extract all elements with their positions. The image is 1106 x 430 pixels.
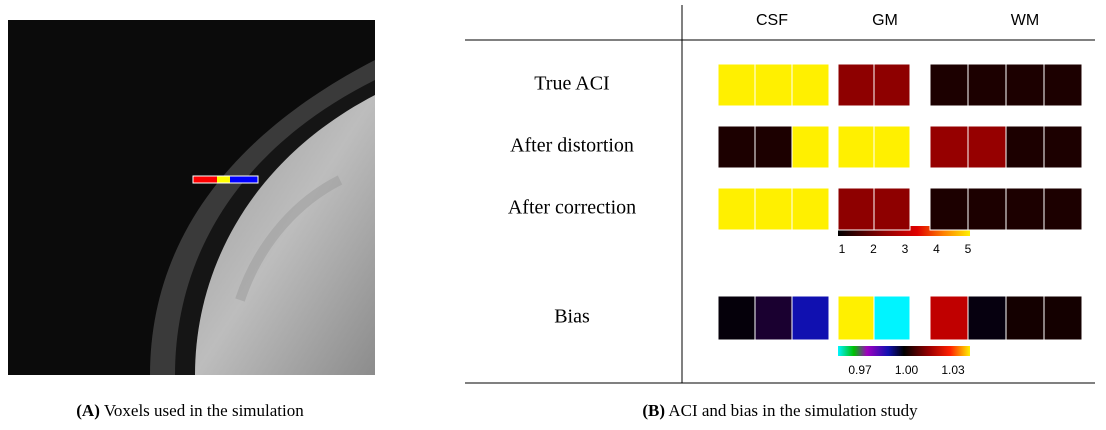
aci-colorbar <box>838 226 970 236</box>
caption-text: Voxels used in the simulation <box>104 401 304 420</box>
colorbar-tick: 1 <box>839 242 846 256</box>
cell <box>967 187 1007 231</box>
row-label: Bias <box>554 306 590 328</box>
cell <box>873 295 911 341</box>
cell <box>929 187 969 231</box>
row-label: After correction <box>508 197 636 219</box>
colorbar-tick: 1.03 <box>941 363 965 377</box>
cell <box>837 63 875 107</box>
column-header: CSF <box>756 12 788 29</box>
colorbar-tick: 3 <box>902 242 909 256</box>
cell <box>837 187 875 231</box>
cell <box>717 63 756 107</box>
cell <box>873 63 911 107</box>
cell <box>717 125 756 169</box>
cell <box>717 187 756 231</box>
caption-text: ACI and bias in the simulation study <box>668 401 918 420</box>
cell <box>1005 295 1045 341</box>
cell <box>791 63 830 107</box>
bias-colorbar <box>838 346 970 356</box>
cell <box>929 63 969 107</box>
cell <box>754 63 793 107</box>
row-label: After distortion <box>510 135 634 157</box>
cell <box>791 295 830 341</box>
colorbar-tick: 5 <box>965 242 972 256</box>
cell <box>837 125 875 169</box>
cell <box>754 295 793 341</box>
cell <box>967 63 1007 107</box>
cell <box>754 187 793 231</box>
cell <box>873 125 911 169</box>
colorbar-tick: 1.00 <box>895 363 919 377</box>
cell <box>754 125 793 169</box>
colorbar-tick: 4 <box>933 242 940 256</box>
row-label: True ACI <box>534 73 609 95</box>
cell <box>791 187 830 231</box>
cell <box>873 187 911 231</box>
cell <box>1005 63 1045 107</box>
colorbar-tick: 2 <box>870 242 877 256</box>
cell <box>1043 187 1083 231</box>
mri-image <box>8 20 375 375</box>
cell <box>717 295 756 341</box>
cell <box>967 125 1007 169</box>
caption-a: (A) Voxels used in the simulation <box>76 401 304 420</box>
cell <box>929 295 969 341</box>
cell <box>791 125 830 169</box>
cell <box>967 295 1007 341</box>
cell <box>929 125 969 169</box>
caption-label: (B) <box>642 401 665 420</box>
cell <box>1043 295 1083 341</box>
cell <box>1005 187 1045 231</box>
caption-b: (B) ACI and bias in the simulation study <box>642 401 918 420</box>
column-header: WM <box>1011 12 1039 29</box>
cell <box>1043 125 1083 169</box>
cell <box>1005 125 1045 169</box>
column-header: GM <box>872 12 898 29</box>
caption-label: (A) <box>76 401 100 420</box>
colorbar-tick: 0.97 <box>848 363 872 377</box>
cell <box>837 295 875 341</box>
cell <box>1043 63 1083 107</box>
